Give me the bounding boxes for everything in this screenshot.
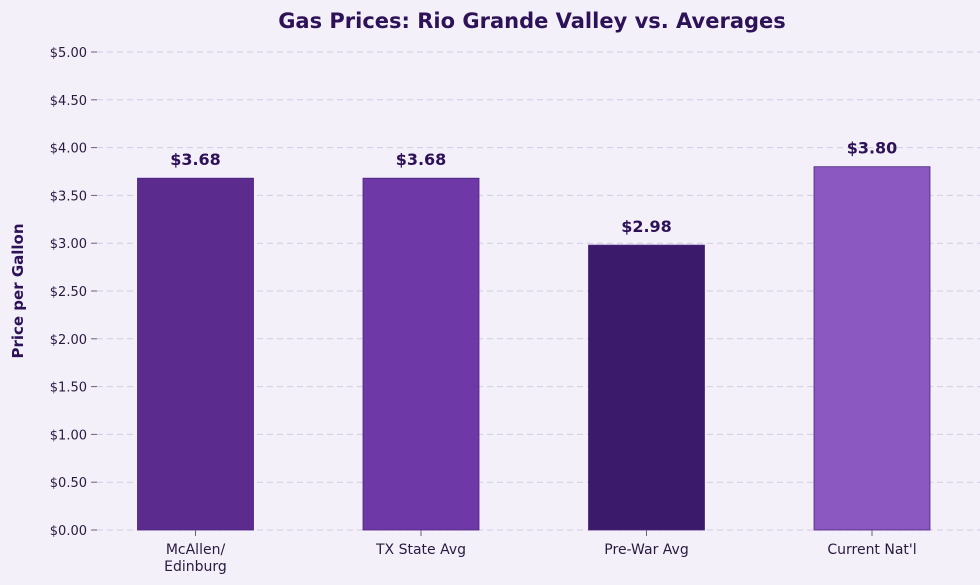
y-tick-label: $3.50	[50, 189, 87, 204]
x-tick-label: McAllen/	[166, 542, 226, 558]
y-tick-label: $4.50	[50, 94, 87, 109]
y-tick-label: $3.00	[50, 237, 87, 252]
y-tick-label: $5.00	[50, 46, 87, 61]
x-tick-label: Current Nat'l	[827, 542, 916, 558]
y-axis-label: Price per Gallon	[9, 223, 27, 358]
y-tick-label: $4.00	[50, 142, 87, 157]
y-tick-label: $2.50	[50, 285, 87, 300]
bar	[362, 177, 480, 531]
bars	[137, 166, 931, 531]
data-label: $2.98	[621, 217, 672, 236]
x-tick-label: Pre-War Avg	[604, 542, 688, 558]
data-label: $3.68	[396, 150, 447, 169]
x-tick-label: Edinburg	[164, 559, 227, 575]
y-tick-label: $0.50	[50, 476, 87, 491]
bar	[813, 166, 931, 531]
y-axis-ticks: $0.00 $0.50 $1.00 $1.50 $2.00 $2.50 $3.00 $3.50…	[50, 46, 97, 539]
y-tick-label: $1.00	[50, 428, 87, 443]
data-label: $3.80	[847, 139, 898, 158]
y-tick-label: $0.00	[50, 524, 87, 539]
y-tick-label: $2.00	[50, 333, 87, 348]
x-axis-ticks: McAllen/Edinburg TX State Avg Pre-War Avg C…	[164, 530, 917, 575]
y-tick-label: $1.50	[50, 381, 87, 396]
x-tick-label: TX State Avg	[375, 542, 466, 558]
chart-title: Gas Prices: Rio Grande Valley vs. Averag…	[278, 9, 786, 33]
bar	[137, 177, 254, 531]
bar	[588, 244, 705, 531]
data-label: $3.68	[170, 150, 221, 169]
data-labels: $3.68 $3.68 $2.98 $3.80	[170, 139, 897, 236]
